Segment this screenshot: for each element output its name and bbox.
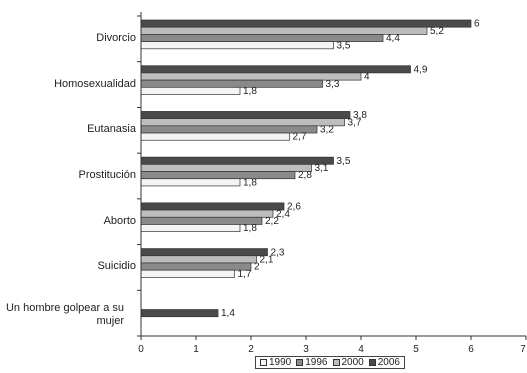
value-label-2006-5: 2,3 — [271, 247, 285, 258]
value-label-2006-6: 1,4 — [221, 308, 235, 319]
bar-1996-2 — [140, 125, 318, 134]
bar-2000-5 — [140, 255, 257, 264]
category-label-2: Eutanasia — [87, 123, 136, 136]
bar-1990-4 — [140, 224, 241, 233]
bar-2000-0 — [140, 26, 428, 35]
bar-1990-1 — [140, 86, 241, 95]
bar-2006-1 — [140, 65, 411, 74]
value-label-1990-0: 3,5 — [337, 40, 351, 51]
x-tick-label-2: 2 — [248, 344, 254, 355]
bar-2006-2 — [140, 111, 351, 119]
value-label-1996-2: 3,2 — [320, 125, 334, 136]
axes-group: 0 1 2 3 4 5 6 7 — [137, 12, 527, 355]
bar-2000-2 — [140, 118, 345, 127]
legend: 1990 1996 2000 2006 — [255, 356, 405, 369]
category-label-4: Aborto — [103, 214, 136, 227]
value-label-1996-5: 2 — [254, 262, 260, 273]
legend-swatch-1996 — [296, 359, 304, 366]
category-label-6: Un hombre golpear a su mujer — [5, 302, 124, 328]
value-label-2000-0: 5,2 — [430, 26, 444, 37]
x-tick-label-0: 0 — [138, 344, 144, 355]
x-tick-label-6: 6 — [468, 344, 474, 355]
bar-1996-3 — [140, 171, 296, 180]
legend-item-2006: 2006 — [368, 357, 400, 368]
value-label-2006-1: 4,9 — [414, 64, 428, 75]
bar-2000-4 — [140, 209, 274, 218]
x-tick-label-5: 5 — [413, 344, 419, 355]
x-tick-label-7: 7 — [520, 344, 526, 355]
legend-swatch-2000 — [332, 359, 340, 366]
value-label-1996-0: 4,4 — [386, 33, 400, 44]
value-label-2000-4: 2,4 — [276, 209, 290, 220]
bar-1990-3 — [140, 178, 241, 187]
bar-2006-4 — [140, 202, 285, 211]
category-label-0: Divorcio — [96, 31, 136, 44]
value-label-1990-2: 2,7 — [293, 132, 307, 143]
bar-2006-5 — [140, 248, 268, 257]
bar-2006-6 — [140, 309, 219, 318]
value-label-2000-1: 4 — [364, 72, 370, 83]
value-label-1990-4: 1,8 — [243, 223, 257, 234]
value-label-1990-3: 1,8 — [243, 177, 257, 188]
legend-item-1990: 1990 — [260, 357, 291, 368]
bar-1990-5 — [140, 269, 235, 278]
value-label-2006-0: 6 — [474, 19, 480, 30]
x-tick-label-3: 3 — [303, 344, 309, 355]
value-label-2000-5: 2,1 — [260, 254, 274, 265]
bar-1996-1 — [140, 79, 323, 88]
bar-1990-0 — [140, 41, 334, 50]
legend-swatch-2006 — [368, 359, 376, 366]
x-tick-label-4: 4 — [358, 344, 364, 355]
value-label-1996-4: 2,2 — [265, 216, 279, 227]
value-label-2000-2: 3,7 — [348, 117, 362, 128]
legend-item-2000: 2000 — [332, 357, 364, 368]
legend-label-2006: 2006 — [377, 357, 400, 368]
category-label-3: Prostitución — [78, 169, 136, 181]
legend-label-1990: 1990 — [269, 357, 292, 368]
legend-item-1996: 1996 — [296, 357, 328, 368]
value-label-1996-1: 3,3 — [326, 79, 340, 90]
value-label-1990-5: 1,7 — [238, 269, 252, 280]
value-label-2006-3: 3,5 — [337, 156, 351, 167]
legend-swatch-1990 — [260, 359, 267, 366]
bar-1996-5 — [140, 262, 252, 271]
value-label-2006-4: 2,6 — [287, 202, 301, 213]
legend-label-1996: 1996 — [305, 357, 328, 368]
bar-2000-3 — [140, 163, 312, 172]
bar-2006-0 — [140, 19, 472, 28]
legend-label-2000: 2000 — [341, 357, 364, 368]
value-label-1990-1: 1,8 — [243, 86, 257, 97]
value-label-2000-3: 3,1 — [315, 163, 329, 174]
bar-1990-2 — [140, 132, 290, 141]
bar-2006-3 — [140, 156, 334, 165]
category-label-1: Homosexualidad — [54, 77, 136, 90]
bars-group — [140, 19, 472, 318]
value-label-2006-2: 3,8 — [353, 110, 367, 121]
value-labels-group: 65,24,43,54,943,31,83,83,73,22,73,53,12,… — [221, 19, 480, 320]
value-label-1996-3: 2,8 — [298, 170, 312, 181]
category-label-5: Suicidio — [97, 260, 136, 273]
x-tick-label-1: 1 — [193, 344, 199, 355]
